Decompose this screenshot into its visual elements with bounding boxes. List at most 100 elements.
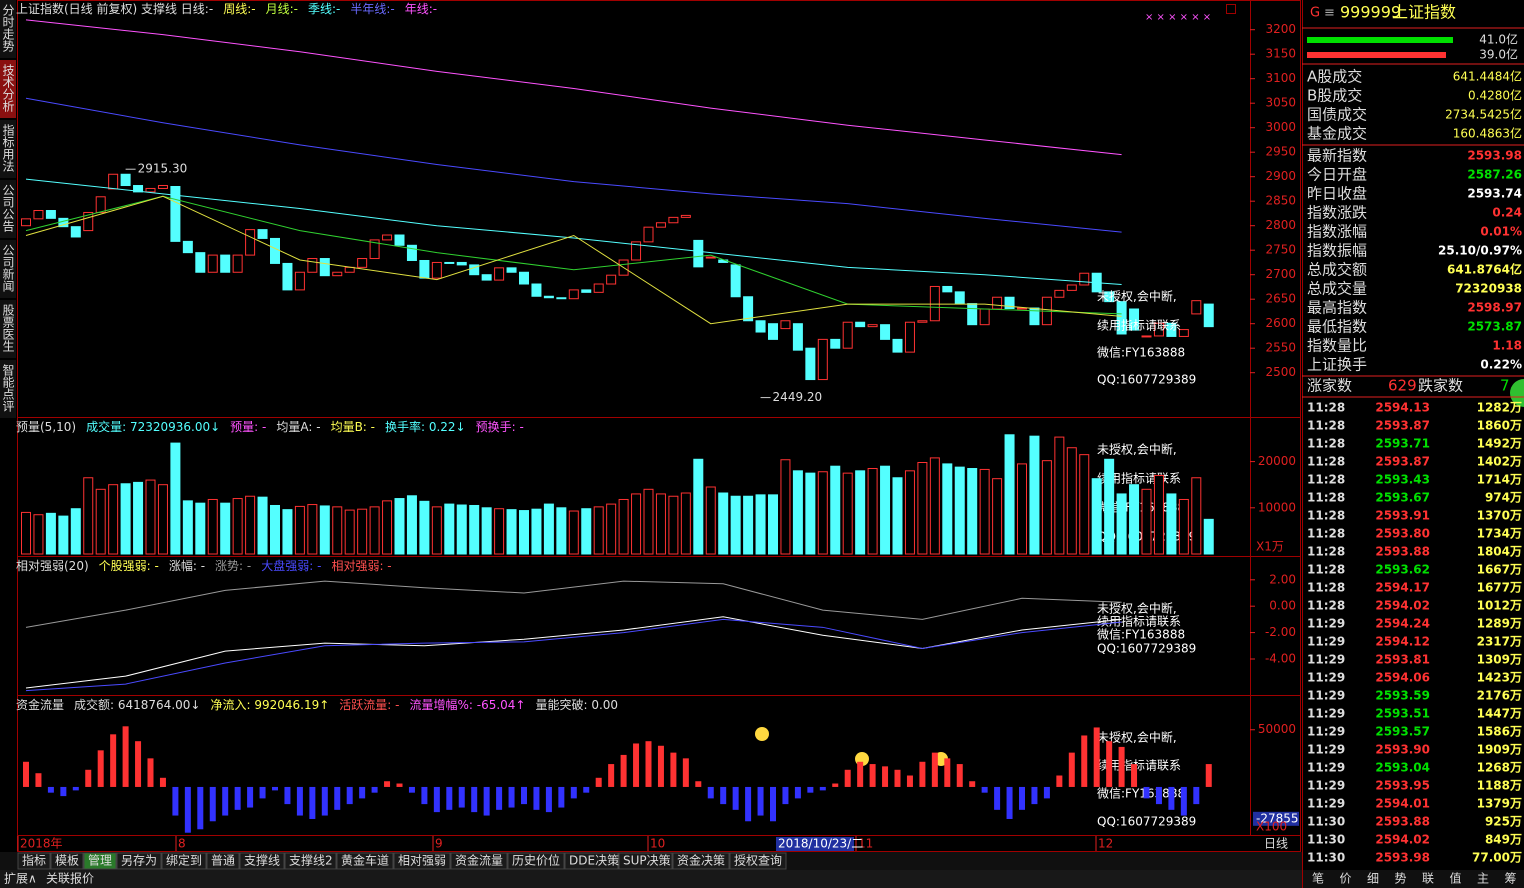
volume-bar xyxy=(618,498,629,555)
volume-bar xyxy=(1079,454,1090,555)
volume-bar xyxy=(1116,493,1127,555)
float-button[interactable] xyxy=(1510,379,1524,407)
tick-time: 11:30 xyxy=(1307,851,1345,865)
volume-bar xyxy=(419,500,430,555)
bottom-tab[interactable] xyxy=(161,852,207,870)
volume-bar xyxy=(307,504,318,555)
bottom-tab[interactable] xyxy=(50,852,84,870)
tick-time: 11:28 xyxy=(1307,473,1345,487)
quote-tab[interactable]: 筹 xyxy=(1505,872,1517,886)
quote-tab[interactable]: 联 xyxy=(1422,872,1434,886)
bottom-tab[interactable] xyxy=(618,852,673,870)
volume-bar xyxy=(805,472,816,555)
quote-tab[interactable]: 价 xyxy=(1340,872,1352,886)
volume-bar xyxy=(929,457,940,555)
header-item: 量能突破: 0.00 xyxy=(535,697,618,712)
volume-bar xyxy=(382,500,393,555)
y-tick-label: 2800 xyxy=(1265,218,1296,232)
quote-tab[interactable]: 值 xyxy=(1450,871,1462,886)
volume-bar xyxy=(21,511,31,555)
bottom-tab[interactable] xyxy=(450,852,508,870)
status-item[interactable]: 关联报价 xyxy=(46,871,94,886)
flow-bar xyxy=(969,781,976,787)
volume-bar xyxy=(282,509,293,555)
side-tab[interactable] xyxy=(0,60,16,118)
tick-volume: 1860万 xyxy=(1477,419,1522,433)
tick-price: 2594.02 xyxy=(1375,599,1430,613)
volume-bar xyxy=(157,484,168,555)
quote-tab[interactable]: 细 xyxy=(1367,872,1379,886)
volume-bar xyxy=(1029,435,1040,555)
y-tick-label: 2600 xyxy=(1265,316,1296,330)
bottom-tab[interactable] xyxy=(239,852,285,870)
volume-bar xyxy=(270,504,280,555)
flow-bar xyxy=(122,726,129,787)
header-item: 预量: - xyxy=(230,420,266,434)
volume-bar xyxy=(631,493,642,555)
bottom-tab-label: 历史价位 xyxy=(512,853,560,868)
volume-bar xyxy=(1041,460,1052,555)
flow-bar xyxy=(695,781,702,787)
tick-volume: 974万 xyxy=(1485,491,1522,505)
side-tab[interactable] xyxy=(0,120,16,178)
stat-value: 641.8764亿 xyxy=(1447,262,1522,277)
status-item[interactable]: 扩展∧ xyxy=(4,872,37,886)
stat-value: 641.4484亿 xyxy=(1453,69,1522,84)
side-tab[interactable] xyxy=(0,300,16,358)
bottom-tab-label: 指标 xyxy=(22,853,46,868)
tick-volume: 1370万 xyxy=(1477,509,1522,523)
quote-tab[interactable]: 笔 xyxy=(1312,871,1324,886)
side-tab[interactable] xyxy=(0,240,16,298)
candle xyxy=(556,297,567,300)
bottom-tab[interactable] xyxy=(729,852,787,870)
tick-volume: 1309万 xyxy=(1477,653,1522,667)
candle xyxy=(108,173,119,190)
bottom-tab[interactable] xyxy=(507,852,565,870)
quote-tab[interactable]: 势 xyxy=(1395,872,1407,886)
tick-time: 11:28 xyxy=(1307,437,1345,451)
side-tab[interactable] xyxy=(0,360,16,418)
side-tab[interactable] xyxy=(0,180,16,238)
tick-time: 11:29 xyxy=(1307,653,1345,667)
stat-value: 0.01% xyxy=(1480,225,1522,239)
flow-bar xyxy=(533,786,540,810)
bottom-tab[interactable] xyxy=(564,852,619,870)
header-item: 个股强弱: - xyxy=(99,559,159,573)
tick-price: 2594.17 xyxy=(1375,581,1430,595)
window-button[interactable] xyxy=(1226,4,1236,14)
bottom-tab[interactable] xyxy=(336,852,394,870)
volume-bar xyxy=(768,494,778,555)
tick-price: 2594.24 xyxy=(1375,617,1430,631)
bottom-tab[interactable] xyxy=(83,852,117,870)
volume-bar xyxy=(780,459,791,555)
y-tick-label: 3200 xyxy=(1265,22,1296,36)
bottom-tab[interactable] xyxy=(116,852,162,870)
candle xyxy=(643,226,654,243)
tick-price: 2593.57 xyxy=(1375,725,1430,739)
volume-bar xyxy=(606,503,617,555)
bottom-tab[interactable] xyxy=(393,852,451,870)
bottom-tab[interactable] xyxy=(206,852,240,870)
y-tick-label: 3050 xyxy=(1265,96,1296,110)
stat-value: 160.4863亿 xyxy=(1453,126,1522,141)
candle xyxy=(867,324,878,328)
flow-bar xyxy=(222,786,229,816)
y-tick-label: 2900 xyxy=(1265,169,1296,183)
bottom-tab-label: 黄金车道 xyxy=(341,853,389,868)
watermark: 续用指标请联系 xyxy=(1097,614,1181,629)
flow-bar xyxy=(272,786,278,791)
bottom-tab[interactable] xyxy=(672,852,730,870)
bottom-tab[interactable] xyxy=(284,852,337,870)
watermark: 续用指标请联系 xyxy=(1097,318,1181,333)
bottom-tab-label: 支撑线 xyxy=(244,853,280,868)
watermark: 微信:FY163888 xyxy=(1097,787,1185,801)
quote-tab[interactable]: 主 xyxy=(1477,872,1489,886)
candle xyxy=(157,185,168,189)
flow-bar xyxy=(707,786,714,799)
candle xyxy=(1141,335,1152,338)
volume-bar xyxy=(643,488,654,555)
side-tab[interactable] xyxy=(0,0,16,58)
bottom-tab[interactable] xyxy=(17,852,51,870)
candle xyxy=(954,291,965,305)
volume-bar xyxy=(481,507,492,555)
